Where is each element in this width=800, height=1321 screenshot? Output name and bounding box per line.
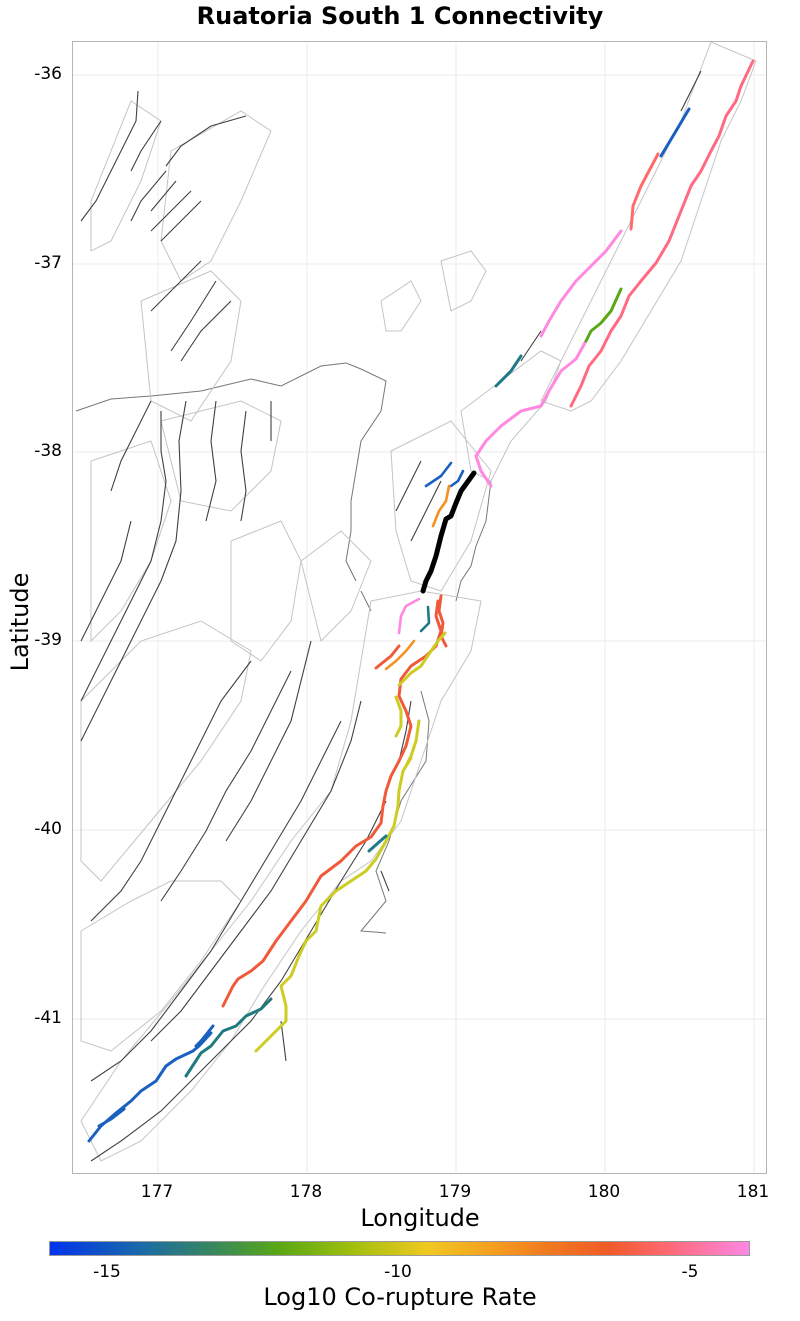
ruatoria-south-1-segment	[420, 470, 477, 594]
x-tick: 177	[140, 1182, 174, 1202]
fault-patches	[80, 42, 757, 1162]
coastline	[75, 362, 387, 612]
map-canvas	[73, 42, 766, 1173]
y-tick: -37	[34, 253, 62, 273]
colorbar	[49, 1241, 750, 1256]
x-tick: 181	[736, 1182, 770, 1202]
y-tick: -40	[34, 819, 62, 839]
x-axis-label: Longitude	[360, 1204, 480, 1232]
y-axis-label: Latitude	[6, 572, 34, 672]
x-tick: 179	[438, 1182, 472, 1202]
y-tick: -39	[34, 630, 62, 650]
y-tick: -38	[34, 441, 62, 461]
x-tick: 180	[587, 1182, 621, 1202]
fault-traces	[80, 70, 702, 1162]
chart-title: Ruatoria South 1 Connectivity	[196, 2, 604, 30]
colorbar-tick: -10	[384, 1262, 412, 1282]
y-tick: -36	[34, 64, 62, 84]
co-rupture-traces	[87, 59, 755, 1143]
colorbar-tick: -5	[681, 1262, 699, 1282]
x-tick: 178	[289, 1182, 323, 1202]
colorbar-tick: -15	[93, 1262, 121, 1282]
grid-lines	[73, 42, 766, 1173]
map-plot-area	[72, 41, 767, 1174]
colorbar-label: Log10 Co-rupture Rate	[263, 1283, 537, 1311]
y-tick: -41	[34, 1008, 62, 1028]
